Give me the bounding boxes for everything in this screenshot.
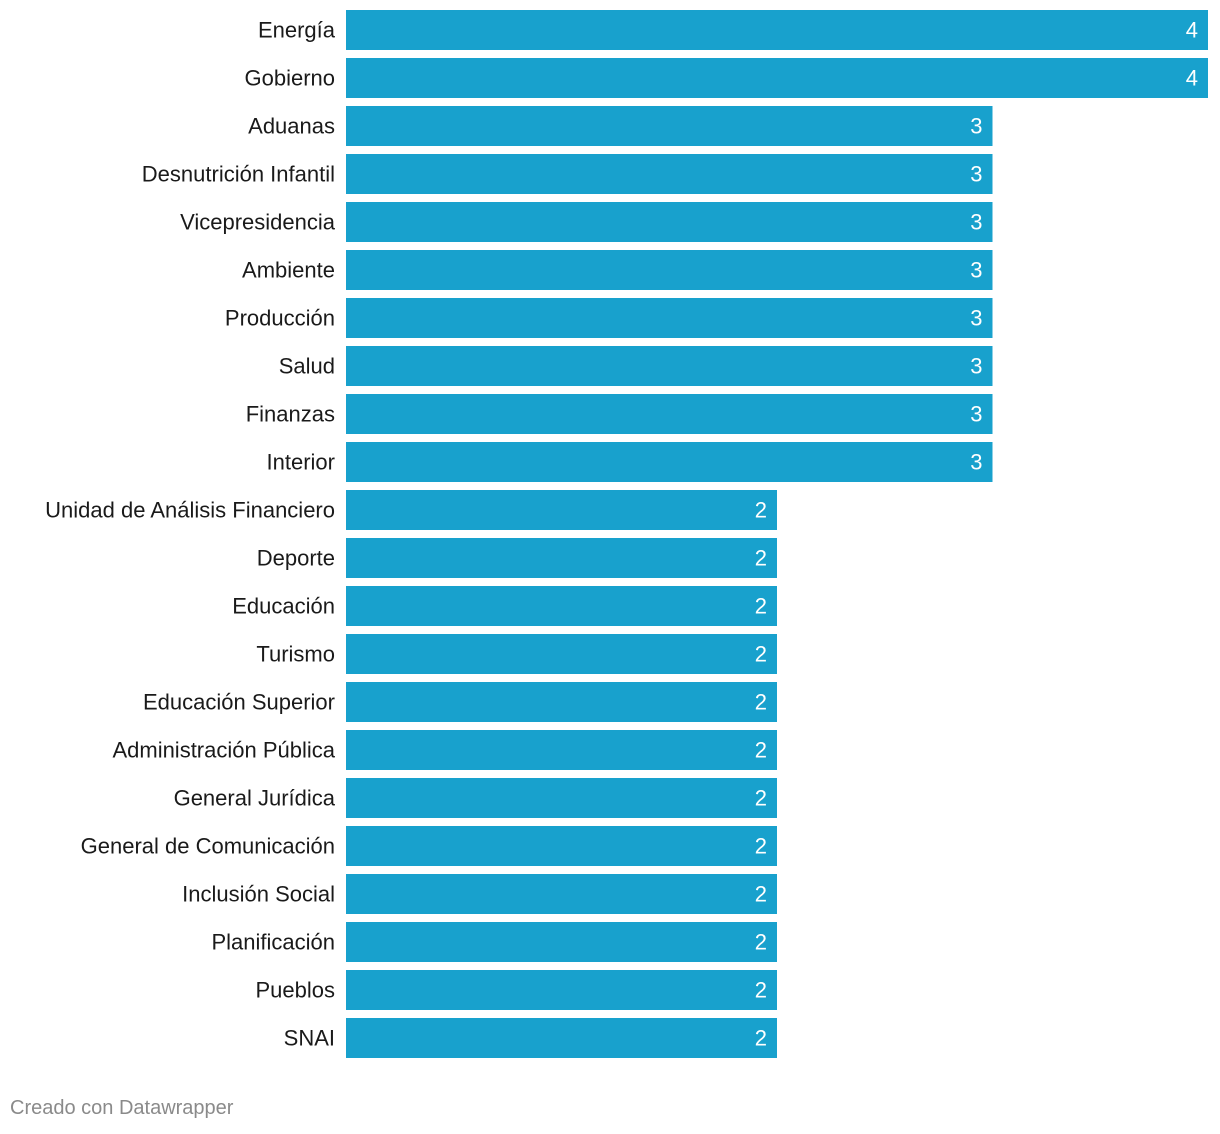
category-label: Aduanas [248, 114, 335, 139]
category-label: Planificación [211, 930, 335, 955]
bar-value-label: 2 [755, 786, 767, 811]
category-label: Inclusión Social [182, 882, 335, 907]
bar [346, 538, 777, 578]
category-label: Unidad de Análisis Financiero [45, 498, 335, 523]
bar-value-label: 4 [1186, 66, 1198, 91]
bar [346, 826, 777, 866]
bar-value-label: 2 [755, 930, 767, 955]
category-label: Producción [225, 306, 335, 331]
category-label: SNAI [284, 1026, 335, 1051]
bar-value-label: 2 [755, 882, 767, 907]
bar-value-label: 2 [755, 834, 767, 859]
category-label: Vicepresidencia [180, 210, 336, 235]
category-label: Ambiente [242, 258, 335, 283]
bar [346, 250, 993, 290]
bar-chart: Energía 4 Gobierno 4 Aduanas 3 Desnutrición In… [45, 10, 1208, 1058]
bar [346, 106, 993, 146]
bar [346, 442, 993, 482]
bar [346, 1018, 777, 1058]
bar [346, 154, 993, 194]
bar [346, 394, 993, 434]
datawrapper-credit: Creado con Datawrapper [10, 1097, 234, 1119]
category-label: Educación [232, 594, 335, 619]
bar-value-label: 4 [1186, 18, 1198, 43]
bar [346, 586, 777, 626]
bar [346, 874, 777, 914]
bar [346, 58, 1208, 98]
category-label: Desnutrición Infantil [142, 162, 335, 187]
bar [346, 970, 777, 1010]
bar [346, 922, 777, 962]
category-label: Educación Superior [143, 690, 335, 715]
bar-value-label: 2 [755, 642, 767, 667]
bar-value-label: 2 [755, 498, 767, 523]
bar-value-label: 3 [970, 354, 982, 379]
bar-value-label: 3 [970, 258, 982, 283]
bar [346, 202, 993, 242]
bar-value-label: 2 [755, 1026, 767, 1051]
bar-value-label: 2 [755, 978, 767, 1003]
bar [346, 730, 777, 770]
category-label: Energía [258, 18, 336, 43]
bar-value-label: 3 [970, 450, 982, 475]
category-label: Interior [267, 450, 335, 475]
category-label: General Jurídica [174, 786, 336, 811]
bar [346, 298, 993, 338]
bar [346, 10, 1208, 50]
bar-value-label: 2 [755, 738, 767, 763]
bar-value-label: 3 [970, 162, 982, 187]
bar [346, 778, 777, 818]
bar-value-label: 3 [970, 306, 982, 331]
bar-value-label: 2 [755, 594, 767, 619]
bar [346, 682, 777, 722]
bar [346, 634, 777, 674]
bar-value-label: 3 [970, 402, 982, 427]
bar-value-label: 3 [970, 210, 982, 235]
category-label: Administración Pública [112, 738, 335, 763]
bar-value-label: 2 [755, 690, 767, 715]
category-label: Pueblos [255, 978, 335, 1003]
category-label: Turismo [256, 642, 335, 667]
category-label: Salud [279, 354, 335, 379]
category-label: Gobierno [244, 66, 335, 91]
category-label: Deporte [257, 546, 335, 571]
bar [346, 490, 777, 530]
category-label: Finanzas [246, 402, 335, 427]
bar-value-label: 3 [970, 114, 982, 139]
category-label: General de Comunicación [81, 834, 335, 859]
bar [346, 346, 993, 386]
bar-value-label: 2 [755, 546, 767, 571]
